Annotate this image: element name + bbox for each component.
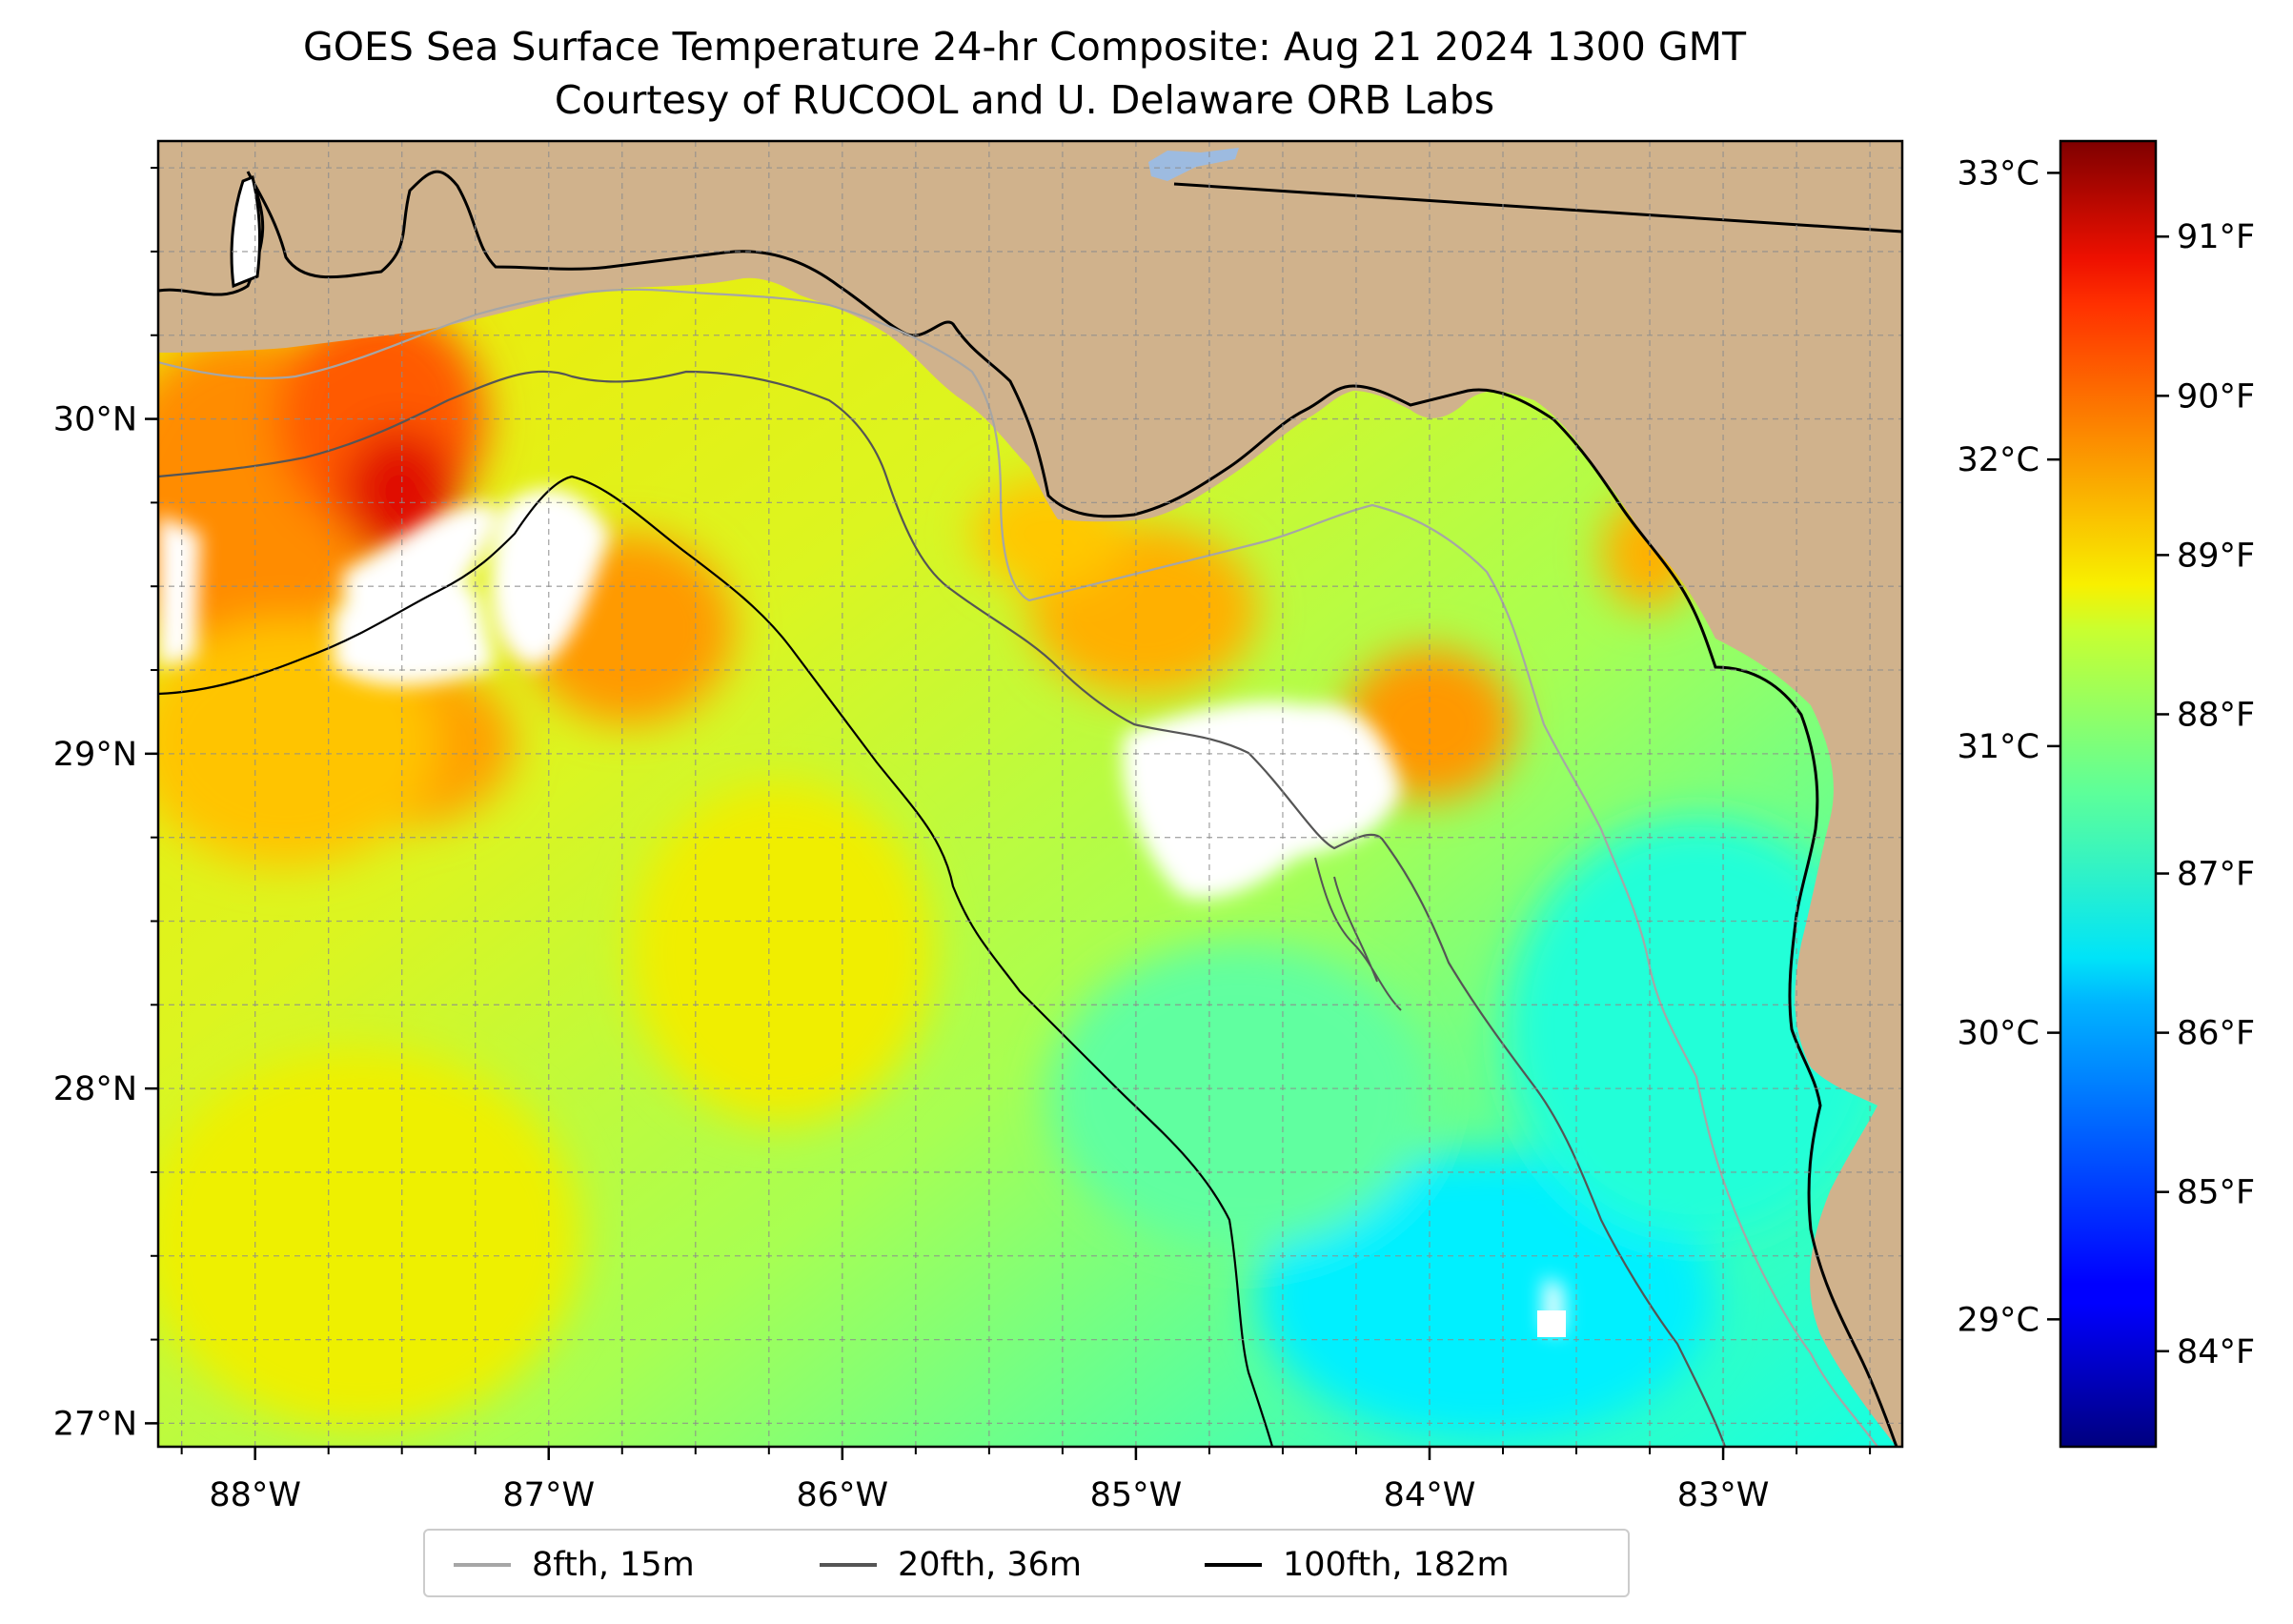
colorbar-label-f: 85°F [2177, 1174, 2255, 1212]
colorbar-gradient [2059, 139, 2158, 1449]
land-areas [158, 141, 1902, 1447]
chart-title: GOES Sea Surface Temperature 24-hr Compo… [302, 24, 1747, 70]
colorbar-label-f: 91°F [2177, 218, 2255, 256]
lake [1148, 148, 1239, 181]
legend-item-20fth: 20fth, 36m [820, 1531, 1082, 1599]
gridlines [158, 141, 1902, 1447]
no-data-patch [1537, 1310, 1566, 1337]
colorbar-label-f: 89°F [2177, 537, 2255, 575]
legend-line-8fth [454, 1563, 511, 1567]
lon-tick-label: 85°W [1090, 1476, 1183, 1514]
legend-line-20fth [820, 1563, 877, 1567]
legend-item-8fth: 8fth, 15m [454, 1531, 695, 1599]
lon-tick-label: 88°W [209, 1476, 301, 1514]
colorbar-label-f: 90°F [2177, 377, 2255, 416]
land-mainland [158, 141, 1902, 1447]
colorbar-label-f: 86°F [2177, 1015, 2255, 1053]
colorbar-label-f: 88°F [2177, 696, 2255, 734]
legend-label-100fth: 100fth, 182m [1283, 1546, 1510, 1584]
chart-subtitle: Courtesy of RUCOOL and U. Delaware ORB L… [554, 77, 1495, 123]
colorbar-ticks: 84°F 85°F 86°F 87°F 88°F 89°F 90°F 91°F 29°C 30°C… [1958, 154, 2256, 1370]
mobile-bay [230, 174, 261, 289]
colorbar-label-c: 32°C [1958, 441, 2039, 479]
state-boundary [1173, 182, 1902, 233]
axis-ticks: 88°W 87°W 86°W 85°W 84°W 83°W 27°N 28°N 29°N 30°N [53, 167, 1872, 1514]
colorbar-label-c: 29°C [1958, 1301, 2039, 1339]
legend-label-20fth: 20fth, 36m [898, 1546, 1083, 1584]
isobath-100fth [158, 475, 1274, 1447]
lat-tick-label: 29°N [53, 736, 137, 774]
lon-tick-label: 86°W [797, 1476, 889, 1514]
colorbar-label-c: 30°C [1958, 1015, 2039, 1053]
legend-item-100fth: 100fth, 182m [1205, 1531, 1510, 1599]
lon-tick-label: 84°W [1384, 1476, 1476, 1514]
legend: 8fth, 15m 20fth, 36m 100fth, 182m [423, 1529, 1630, 1597]
colorbar-label-f: 87°F [2177, 856, 2255, 894]
lat-tick-label: 30°N [53, 401, 137, 439]
lat-tick-label: 27°N [53, 1405, 137, 1443]
legend-line-100fth [1205, 1563, 1262, 1567]
colorbar-label-f: 84°F [2177, 1333, 2255, 1371]
colorbar-label-c: 31°C [1958, 728, 2039, 766]
coastline [158, 170, 1898, 1447]
isobath-20fth [158, 370, 1727, 1447]
lat-tick-label: 28°N [53, 1070, 137, 1108]
map-frame [156, 139, 1904, 1449]
legend-label-8fth: 8fth, 15m [532, 1546, 695, 1584]
colorbar-label-c: 33°C [1958, 154, 2039, 193]
isobath-8fth [158, 288, 1878, 1447]
island-markings [1314, 857, 1402, 1011]
lon-tick-label: 83°W [1677, 1476, 1770, 1514]
lon-tick-label: 87°W [502, 1476, 595, 1514]
